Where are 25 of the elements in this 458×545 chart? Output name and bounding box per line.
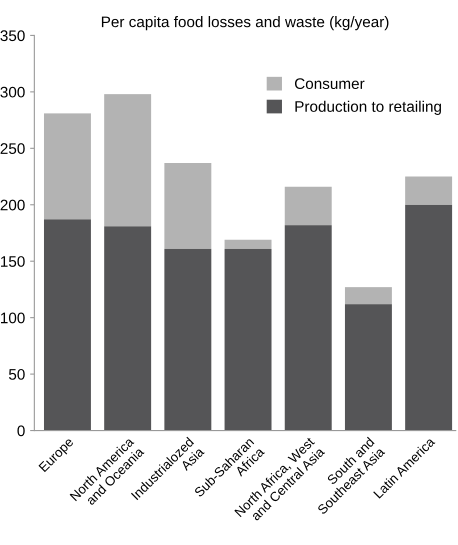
y-tick-label: 250 (0, 143, 25, 154)
y-tick-label: 150 (1, 256, 25, 267)
bar (104, 94, 152, 226)
bar (104, 226, 152, 431)
bar (405, 204, 452, 431)
bar (164, 248, 212, 431)
y-tick-label: 100 (1, 312, 25, 324)
y-tick-label: 50 (8, 368, 25, 380)
y-tick-label: 0 (17, 425, 25, 436)
legend-label: Consumer (294, 78, 364, 90)
bar (405, 176, 452, 205)
bar (164, 162, 212, 249)
bar (344, 287, 392, 304)
bar (44, 113, 91, 220)
bar (344, 304, 392, 431)
bar (224, 248, 272, 431)
bar (44, 219, 91, 431)
y-tick-label: 200 (0, 200, 25, 210)
bar (224, 240, 272, 249)
y-tick-label: 350 (0, 30, 25, 42)
chart-title: Per capita food losses and waste (kg/year) (102, 16, 388, 30)
legend-label: Production to retailing (295, 100, 441, 115)
bar (284, 225, 332, 431)
y-tick-label: 300 (0, 86, 25, 98)
bar (284, 186, 332, 226)
